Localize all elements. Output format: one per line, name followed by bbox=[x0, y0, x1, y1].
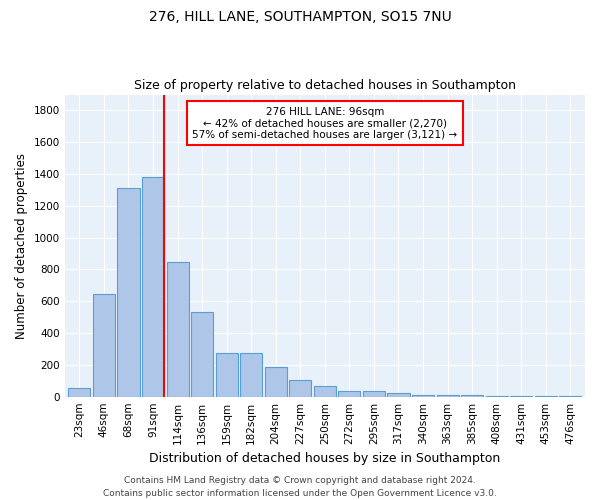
Bar bbox=[118, 188, 140, 396]
Bar bbox=[314, 386, 336, 396]
Bar bbox=[388, 393, 410, 396]
Bar bbox=[93, 294, 115, 397]
Text: 276 HILL LANE: 96sqm
← 42% of detached houses are smaller (2,270)
57% of semi-de: 276 HILL LANE: 96sqm ← 42% of detached h… bbox=[192, 106, 457, 140]
Bar bbox=[68, 388, 91, 396]
Bar bbox=[142, 177, 164, 396]
Bar bbox=[338, 391, 361, 396]
Text: Contains HM Land Registry data © Crown copyright and database right 2024.
Contai: Contains HM Land Registry data © Crown c… bbox=[103, 476, 497, 498]
Title: Size of property relative to detached houses in Southampton: Size of property relative to detached ho… bbox=[134, 79, 516, 92]
Bar bbox=[265, 368, 287, 396]
Bar bbox=[191, 312, 213, 396]
Bar bbox=[461, 395, 483, 396]
Bar bbox=[167, 262, 188, 396]
Bar bbox=[289, 380, 311, 396]
Bar bbox=[240, 353, 262, 397]
Bar bbox=[363, 391, 385, 396]
Bar bbox=[437, 395, 458, 396]
Text: 276, HILL LANE, SOUTHAMPTON, SO15 7NU: 276, HILL LANE, SOUTHAMPTON, SO15 7NU bbox=[149, 10, 451, 24]
Y-axis label: Number of detached properties: Number of detached properties bbox=[15, 152, 28, 338]
Bar bbox=[412, 395, 434, 396]
X-axis label: Distribution of detached houses by size in Southampton: Distribution of detached houses by size … bbox=[149, 452, 500, 465]
Bar bbox=[215, 353, 238, 397]
